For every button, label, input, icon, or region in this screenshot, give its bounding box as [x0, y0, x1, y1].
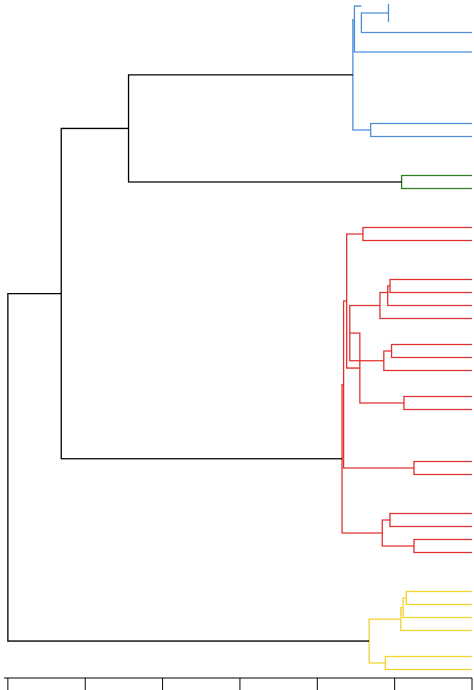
dendrogram-link-yellow: [405, 590, 472, 606]
dendrogram-link-blue: [370, 122, 472, 138]
dendrogram-link-blue: [352, 19, 371, 131]
dendrogram-link-red: [403, 395, 472, 411]
dendrogram-link-link: [7, 292, 370, 642]
dendrogram-link-red: [389, 278, 472, 294]
dendrogram-link-link: [127, 74, 402, 183]
dendrogram-link-blue: [360, 12, 472, 34]
dendrogram-link-red: [383, 350, 472, 372]
dendrogram-link-red: [342, 300, 414, 469]
dendrogram-link-red: [413, 460, 472, 476]
dendrogram-link-link: [60, 127, 343, 460]
dendrogram-link-red: [387, 285, 472, 307]
dendrogram-link-yellow: [400, 607, 472, 632]
dendrogram-link-red: [389, 512, 472, 528]
dendrogram-link-red: [381, 519, 414, 547]
dendrogram-links: [7, 3, 472, 671]
dendrogram-link-red: [346, 233, 363, 369]
dendrogram-link-red: [362, 226, 472, 242]
x-axis: [4, 677, 473, 690]
dendrogram-link-red: [413, 538, 472, 554]
dendrogram-link-yellow: [402, 597, 472, 619]
dendrogram-link-green: [400, 174, 472, 190]
dendrogram-link-yellow: [384, 655, 472, 671]
dendrogram-link-red: [349, 332, 404, 404]
dendrogram-link-blue: [353, 5, 472, 53]
dendrogram-link-red: [341, 383, 383, 534]
dendrogram-link-red: [390, 343, 472, 359]
